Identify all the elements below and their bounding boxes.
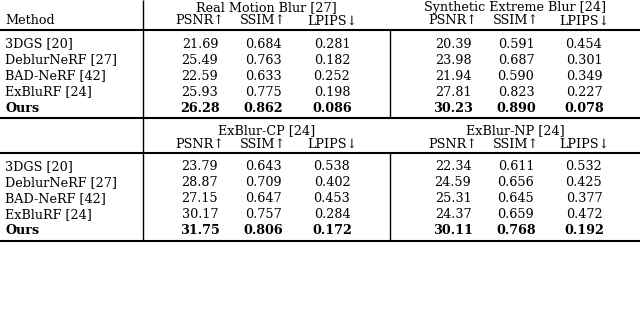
Text: Synthetic Extreme Blur [24]: Synthetic Extreme Blur [24] — [424, 2, 606, 14]
Text: 0.659: 0.659 — [498, 209, 534, 221]
Text: 3DGS [20]: 3DGS [20] — [5, 38, 73, 50]
Text: Real Motion Blur [27]: Real Motion Blur [27] — [196, 2, 337, 14]
Text: ExBluRF [24]: ExBluRF [24] — [5, 85, 92, 98]
Text: 0.377: 0.377 — [566, 193, 602, 205]
Text: 0.227: 0.227 — [566, 85, 602, 98]
Text: 0.768: 0.768 — [496, 225, 536, 237]
Text: 0.532: 0.532 — [566, 161, 602, 174]
Text: 23.98: 23.98 — [435, 54, 471, 66]
Text: 0.823: 0.823 — [498, 85, 534, 98]
Text: 0.647: 0.647 — [244, 193, 282, 205]
Text: SSIM↑: SSIM↑ — [240, 14, 286, 27]
Text: 28.87: 28.87 — [182, 177, 218, 190]
Text: ExBluRF [24]: ExBluRF [24] — [5, 209, 92, 221]
Text: ExBlur-NP [24]: ExBlur-NP [24] — [466, 125, 564, 137]
Text: 30.11: 30.11 — [433, 225, 473, 237]
Text: SSIM↑: SSIM↑ — [493, 137, 539, 150]
Text: 0.538: 0.538 — [314, 161, 350, 174]
Text: SSIM↑: SSIM↑ — [240, 137, 286, 150]
Text: 30.17: 30.17 — [182, 209, 218, 221]
Text: Method: Method — [5, 14, 54, 27]
Text: BAD-NeRF [42]: BAD-NeRF [42] — [5, 70, 106, 82]
Text: SSIM↑: SSIM↑ — [493, 14, 539, 27]
Text: 0.301: 0.301 — [566, 54, 602, 66]
Text: PSNR↑: PSNR↑ — [175, 137, 225, 150]
Text: DeblurNeRF [27]: DeblurNeRF [27] — [5, 177, 117, 190]
Text: 0.709: 0.709 — [244, 177, 282, 190]
Text: LPIPS↓: LPIPS↓ — [307, 137, 357, 150]
Text: 0.643: 0.643 — [244, 161, 282, 174]
Text: 25.31: 25.31 — [435, 193, 471, 205]
Text: 0.192: 0.192 — [564, 225, 604, 237]
Text: 23.79: 23.79 — [182, 161, 218, 174]
Text: 0.172: 0.172 — [312, 225, 352, 237]
Text: 22.59: 22.59 — [182, 70, 218, 82]
Text: 20.39: 20.39 — [435, 38, 471, 50]
Text: 0.425: 0.425 — [566, 177, 602, 190]
Text: 0.806: 0.806 — [243, 225, 283, 237]
Text: PSNR↑: PSNR↑ — [175, 14, 225, 27]
Text: LPIPS↓: LPIPS↓ — [559, 137, 609, 150]
Text: DeblurNeRF [27]: DeblurNeRF [27] — [5, 54, 117, 66]
Text: BAD-NeRF [42]: BAD-NeRF [42] — [5, 193, 106, 205]
Text: 0.890: 0.890 — [496, 101, 536, 114]
Text: 0.591: 0.591 — [498, 38, 534, 50]
Text: ExBlur-CP [24]: ExBlur-CP [24] — [218, 125, 315, 137]
Text: 0.633: 0.633 — [244, 70, 282, 82]
Text: PSNR↑: PSNR↑ — [429, 14, 477, 27]
Text: 30.23: 30.23 — [433, 101, 473, 114]
Text: 24.59: 24.59 — [435, 177, 472, 190]
Text: 0.402: 0.402 — [314, 177, 350, 190]
Text: LPIPS↓: LPIPS↓ — [559, 14, 609, 27]
Text: 0.252: 0.252 — [314, 70, 350, 82]
Text: 27.15: 27.15 — [182, 193, 218, 205]
Text: 21.69: 21.69 — [182, 38, 218, 50]
Text: 0.645: 0.645 — [498, 193, 534, 205]
Text: 0.198: 0.198 — [314, 85, 350, 98]
Text: 0.687: 0.687 — [498, 54, 534, 66]
Text: 0.611: 0.611 — [498, 161, 534, 174]
Text: 0.590: 0.590 — [498, 70, 534, 82]
Text: 0.763: 0.763 — [244, 54, 282, 66]
Text: 24.37: 24.37 — [435, 209, 471, 221]
Text: LPIPS↓: LPIPS↓ — [307, 14, 357, 27]
Text: 0.757: 0.757 — [244, 209, 282, 221]
Text: 0.684: 0.684 — [244, 38, 282, 50]
Text: 27.81: 27.81 — [435, 85, 471, 98]
Text: 0.454: 0.454 — [566, 38, 602, 50]
Text: 22.34: 22.34 — [435, 161, 471, 174]
Text: 26.28: 26.28 — [180, 101, 220, 114]
Text: 0.862: 0.862 — [243, 101, 283, 114]
Text: 0.472: 0.472 — [566, 209, 602, 221]
Text: Ours: Ours — [5, 101, 39, 114]
Text: 0.349: 0.349 — [566, 70, 602, 82]
Text: 21.94: 21.94 — [435, 70, 471, 82]
Text: Ours: Ours — [5, 225, 39, 237]
Text: 0.078: 0.078 — [564, 101, 604, 114]
Text: 0.453: 0.453 — [314, 193, 350, 205]
Text: 0.086: 0.086 — [312, 101, 352, 114]
Text: 0.281: 0.281 — [314, 38, 350, 50]
Text: 25.93: 25.93 — [182, 85, 218, 98]
Text: 0.656: 0.656 — [498, 177, 534, 190]
Text: 0.182: 0.182 — [314, 54, 350, 66]
Text: PSNR↑: PSNR↑ — [429, 137, 477, 150]
Text: 31.75: 31.75 — [180, 225, 220, 237]
Text: 3DGS [20]: 3DGS [20] — [5, 161, 73, 174]
Text: 0.284: 0.284 — [314, 209, 350, 221]
Text: 0.775: 0.775 — [244, 85, 282, 98]
Text: 25.49: 25.49 — [182, 54, 218, 66]
